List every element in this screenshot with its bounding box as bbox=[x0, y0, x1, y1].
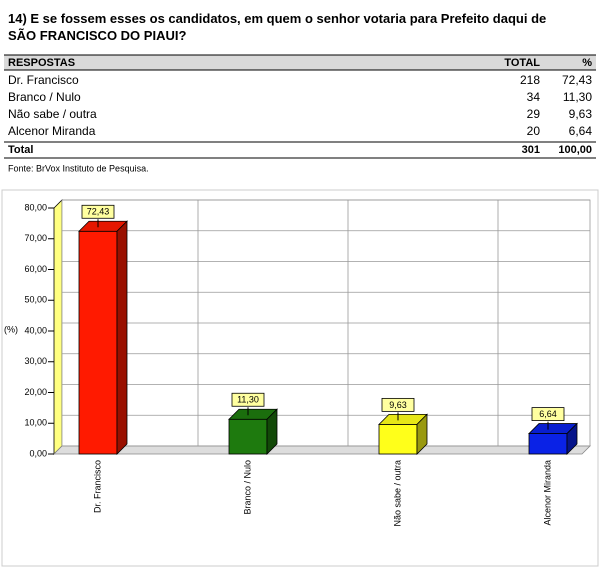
y-axis-label: (%) bbox=[4, 324, 18, 334]
table-cell: 6,64 bbox=[569, 124, 593, 138]
y-tick-label: 40,00 bbox=[24, 325, 47, 335]
x-tick-label: Branco / Nulo bbox=[242, 460, 252, 515]
x-tick-label: Não sabe / outra bbox=[392, 460, 402, 527]
value-label: 11,30 bbox=[237, 395, 259, 405]
value-label: 9,63 bbox=[389, 400, 407, 410]
table-total-cell: 100,00 bbox=[558, 144, 592, 156]
table-cell: Alcenor Miranda bbox=[8, 124, 96, 138]
table-header-cell: % bbox=[582, 57, 592, 69]
y-tick-label: 70,00 bbox=[24, 233, 47, 243]
table-total-cell: Total bbox=[8, 144, 33, 156]
bar-front bbox=[228, 418, 268, 455]
question-title: 14) E se fossem esses os candidatos, em … bbox=[8, 11, 547, 43]
value-label-box bbox=[231, 392, 265, 407]
bar-side bbox=[116, 220, 128, 455]
chart-frame bbox=[1, 189, 599, 567]
table-cell: Não sabe / outra bbox=[8, 107, 97, 121]
table-cell: Dr. Francisco bbox=[8, 73, 79, 87]
y-tick-label: 20,00 bbox=[24, 387, 47, 397]
value-label: 72,43 bbox=[87, 207, 110, 217]
table-cell: 9,63 bbox=[569, 107, 593, 121]
value-label: 6,64 bbox=[539, 409, 557, 419]
table-header-cell: TOTAL bbox=[504, 57, 540, 69]
value-label-box bbox=[81, 204, 115, 219]
x-tick-label: Alcenor Miranda bbox=[542, 460, 552, 526]
table-cell: 20 bbox=[527, 124, 541, 138]
bar-front bbox=[78, 230, 118, 455]
y-tick-label: 0,00 bbox=[29, 448, 47, 458]
bar-front bbox=[378, 423, 418, 455]
bar-front bbox=[528, 433, 568, 455]
floor bbox=[53, 445, 591, 455]
y-tick-label: 50,00 bbox=[24, 295, 47, 305]
table-cell: 29 bbox=[527, 107, 541, 121]
x-tick-label: Dr. Francisco bbox=[92, 460, 102, 513]
table-cell: 34 bbox=[527, 90, 541, 104]
bar-side bbox=[416, 413, 428, 455]
table-header-bg bbox=[4, 55, 596, 70]
table-cell: 218 bbox=[520, 73, 540, 87]
y-tick-label: 30,00 bbox=[24, 356, 47, 366]
y-tick-label: 10,00 bbox=[24, 418, 47, 428]
value-label-box bbox=[531, 407, 565, 421]
value-label-box bbox=[381, 397, 415, 412]
table-cell: Branco / Nulo bbox=[8, 90, 81, 104]
y-tick-label: 60,00 bbox=[24, 264, 47, 274]
bar-side bbox=[266, 408, 278, 455]
y-tick-label: 80,00 bbox=[24, 202, 47, 212]
table-cell: 11,30 bbox=[563, 90, 592, 104]
table-cell: 72,43 bbox=[562, 73, 592, 87]
source-note: Fonte: BrVox Instituto de Pesquisa. bbox=[8, 163, 149, 173]
table-total-cell: 301 bbox=[522, 144, 540, 156]
bar-side bbox=[566, 422, 578, 455]
side-wall bbox=[53, 199, 63, 455]
table-header-cell: RESPOSTAS bbox=[8, 57, 75, 69]
